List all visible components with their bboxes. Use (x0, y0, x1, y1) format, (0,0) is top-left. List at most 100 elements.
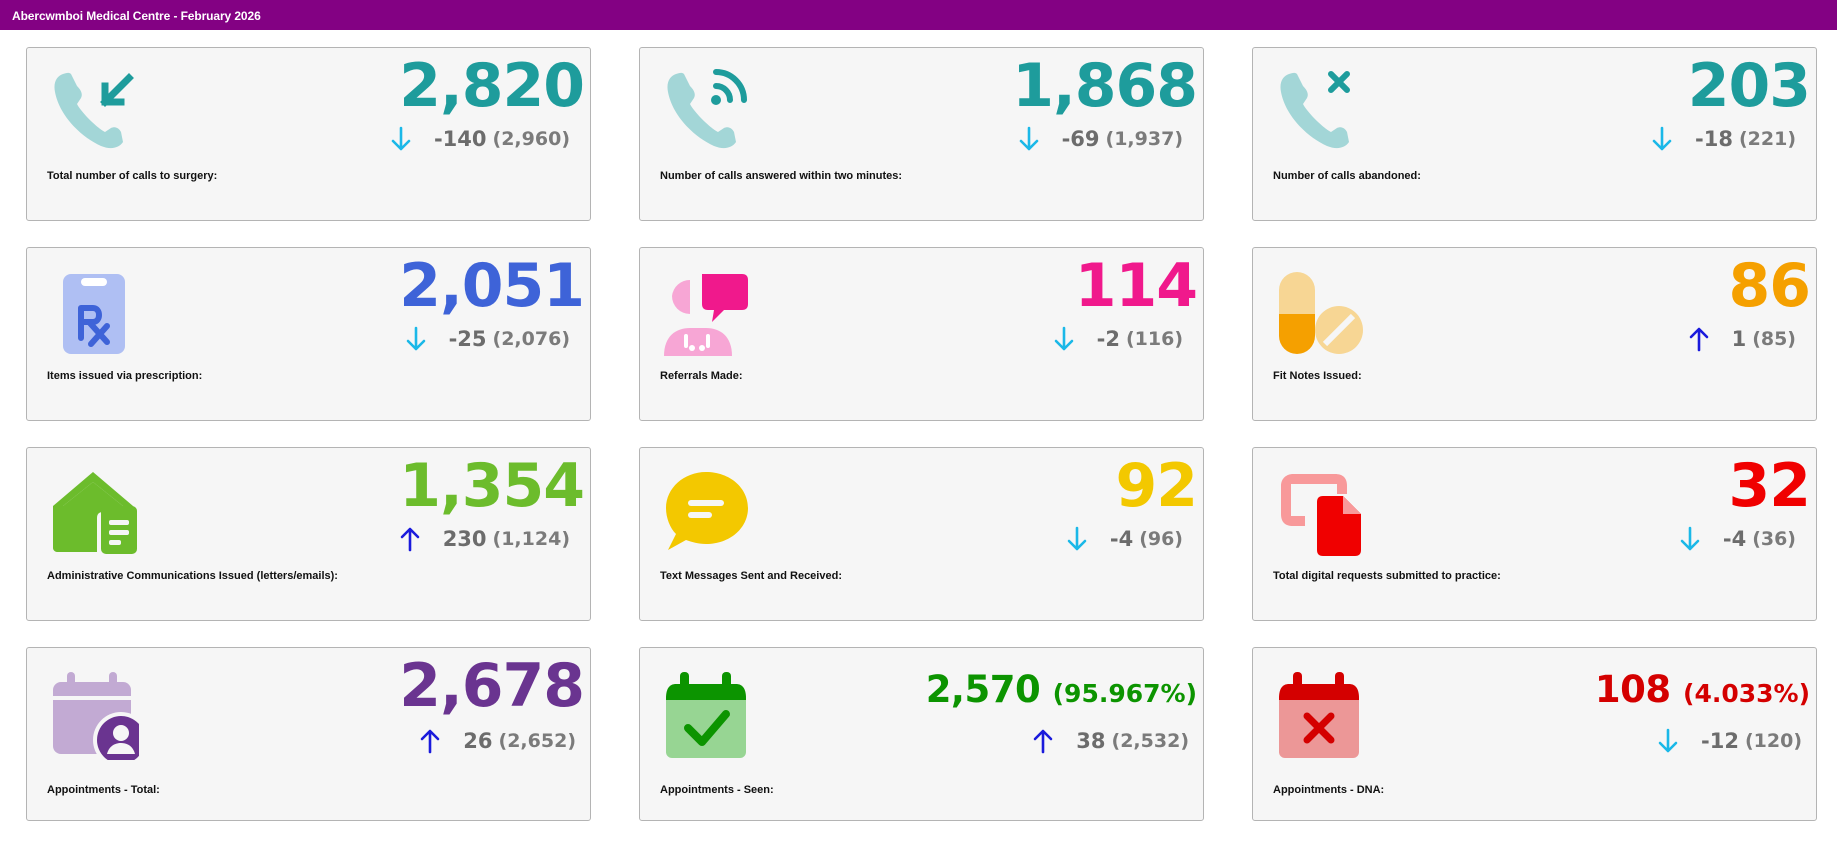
digital-request-icon (1275, 466, 1365, 556)
change-value: -69 (1061, 127, 1100, 151)
arrow-down-icon (1053, 326, 1075, 352)
card-label: Appointments - DNA: (1273, 784, 1385, 796)
card-fit-notes: 86 1 (85) Fit Notes Issued: (1252, 247, 1817, 421)
change-value: 1 (1731, 327, 1747, 351)
calendar-person-icon (49, 670, 139, 760)
card-prescriptions: 2,051 -25 (2,076) Items issued via presc… (26, 247, 591, 421)
card-appointments-total: 2,678 26 (2,652) Appointments - Total: (26, 647, 591, 821)
arrow-down-icon (1657, 728, 1679, 754)
card-label: Number of calls abandoned: (1273, 170, 1421, 182)
previous-value: (36) (1752, 528, 1796, 550)
header-bar: Abercwmboi Medical Centre - February 202… (0, 0, 1837, 30)
card-total-calls: 2,820 -140 (2,960) Total number of calls… (26, 47, 591, 221)
arrow-up-icon (1032, 728, 1054, 754)
card-label: Items issued via prescription: (47, 370, 203, 382)
arrow-down-icon (390, 126, 412, 152)
card-label: Referrals Made: (660, 370, 743, 382)
previous-value: (85) (1752, 328, 1796, 350)
value: 86 (1728, 251, 1811, 321)
pills-icon (1275, 266, 1365, 356)
card-appointments-dna: 108 (4.033%) -12 (120) Appointments - DN… (1252, 647, 1817, 821)
card-referrals: 114 -2 (116) Referrals Made: (639, 247, 1204, 421)
change: -18 (221) (1651, 122, 1796, 156)
prescription-icon (49, 266, 139, 356)
change-value: 230 (442, 527, 487, 551)
change: -12 (120) (1657, 724, 1802, 758)
card-text-messages: 92 -4 (96) Text Messages Sent and Receiv… (639, 447, 1204, 621)
card-label: Text Messages Sent and Received: (660, 570, 842, 582)
change: 38 (2,532) (1032, 724, 1189, 758)
message-icon (662, 466, 752, 556)
arrow-down-icon (405, 326, 427, 352)
change-value: 26 (463, 729, 493, 753)
dna-count: 108 (1594, 668, 1671, 711)
home-document-icon (49, 466, 139, 556)
card-label: Appointments - Seen: (660, 784, 774, 796)
card-label: Number of calls answered within two minu… (660, 170, 903, 182)
change-value: -4 (1722, 527, 1747, 551)
arrow-down-icon (1066, 526, 1088, 552)
previous-value: (2,652) (498, 730, 576, 752)
change: 1 (85) (1688, 322, 1796, 356)
arrow-down-icon (1679, 526, 1701, 552)
value: 108 (4.033%) (1595, 666, 1810, 718)
arrow-up-icon (399, 526, 421, 552)
previous-value: (96) (1139, 528, 1183, 550)
dna-percent: (4.033%) (1683, 679, 1810, 708)
change-value: -18 (1695, 127, 1733, 151)
card-digital-requests: 32 -4 (36) Total digital requests submit… (1252, 447, 1817, 621)
card-label: Appointments - Total: (47, 784, 160, 796)
change: -25 (2,076) (405, 322, 570, 356)
card-label: Total digital requests submitted to prac… (1273, 570, 1501, 582)
value: 2,051 (399, 251, 585, 321)
arrow-up-icon (1688, 326, 1710, 352)
change: -140 (2,960) (390, 122, 570, 156)
arrow-down-icon (1651, 126, 1673, 152)
arrow-up-icon (419, 728, 441, 754)
page-title: Abercwmboi Medical Centre - February 202… (12, 9, 261, 23)
calendar-check-icon (662, 670, 752, 760)
value: 2,678 (399, 651, 585, 721)
call-abandoned-icon (1275, 66, 1365, 156)
value: 32 (1728, 451, 1811, 521)
change-value: -2 (1096, 327, 1120, 351)
previous-value: (2,076) (492, 328, 570, 350)
previous-value: (116) (1125, 328, 1183, 350)
change: -2 (116) (1053, 322, 1183, 356)
value: 2,570 (95.967%) (926, 666, 1197, 718)
card-appointments-seen: 2,570 (95.967%) 38 (2,532) Appointments … (639, 647, 1204, 821)
value: 92 (1115, 451, 1198, 521)
change: -69 (1,937) (1018, 122, 1183, 156)
change: 26 (2,652) (419, 724, 576, 758)
referral-icon (662, 266, 752, 356)
call-answered-icon (662, 66, 752, 156)
previous-value: (120) (1744, 730, 1802, 752)
change-value: 38 (1076, 729, 1106, 753)
value: 114 (1074, 251, 1198, 321)
previous-value: (2,960) (492, 128, 570, 150)
change: -4 (96) (1066, 522, 1183, 556)
value: 1,868 (1012, 51, 1198, 121)
value: 2,820 (399, 51, 585, 121)
change-value: -140 (433, 127, 487, 151)
previous-value: (221) (1738, 128, 1796, 150)
change-value: -12 (1701, 729, 1739, 753)
previous-value: (1,937) (1105, 128, 1183, 150)
arrow-down-icon (1018, 126, 1040, 152)
change-value: -4 (1109, 527, 1134, 551)
card-label: Total number of calls to surgery: (47, 170, 218, 182)
value: 203 (1687, 51, 1811, 121)
change-value: -25 (448, 327, 487, 351)
calendar-cross-icon (1275, 670, 1365, 760)
change: 230 (1,124) (399, 522, 570, 556)
previous-value: (1,124) (492, 528, 570, 550)
card-label: Administrative Communications Issued (le… (47, 570, 338, 582)
card-label: Fit Notes Issued: (1273, 370, 1362, 382)
previous-value: (2,532) (1111, 730, 1189, 752)
card-admin-comms: 1,354 230 (1,124) Administrative Communi… (26, 447, 591, 621)
card-calls-abandoned: 203 -18 (221) Number of calls abandoned: (1252, 47, 1817, 221)
change: -4 (36) (1679, 522, 1796, 556)
incoming-call-icon (49, 66, 139, 156)
value: 1,354 (399, 451, 585, 521)
seen-percent: (95.967%) (1052, 679, 1197, 708)
